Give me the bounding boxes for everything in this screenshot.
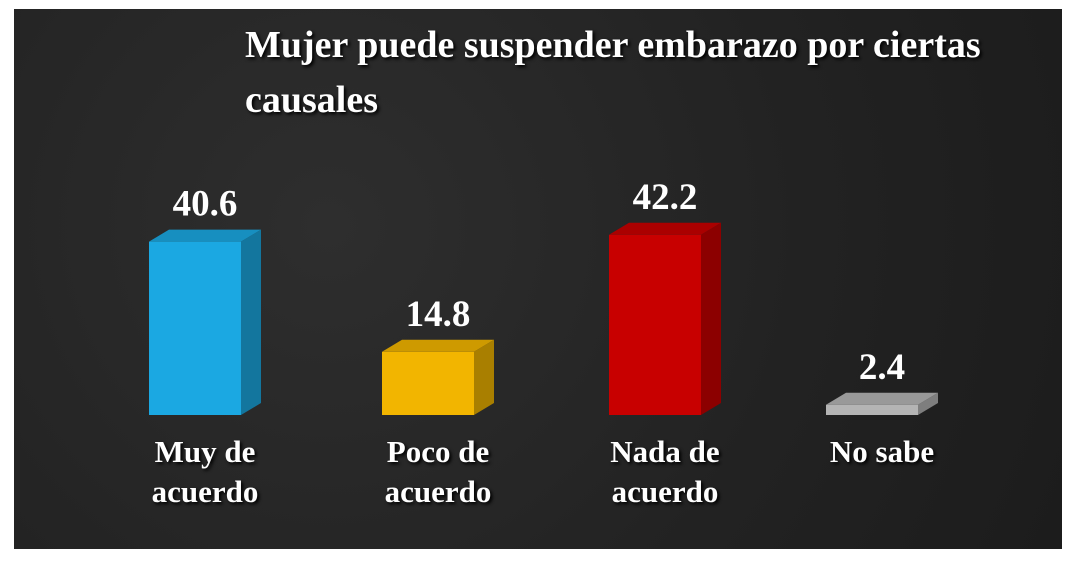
bar xyxy=(609,234,701,415)
value-label: 14.8 xyxy=(406,294,471,335)
category-label: Poco de acuerdo xyxy=(384,434,492,509)
chart-panel xyxy=(14,9,1062,549)
bar-side xyxy=(474,339,494,415)
bar-side xyxy=(918,392,938,415)
value-label: 42.2 xyxy=(633,177,698,218)
value-label: 40.6 xyxy=(173,184,238,225)
bar-top xyxy=(149,229,261,242)
category-label: Nada de acuerdo xyxy=(610,434,720,509)
category-label: Muy de acuerdo xyxy=(151,434,259,509)
value-label: 2.4 xyxy=(859,347,905,388)
bar xyxy=(382,351,474,415)
bar-top xyxy=(609,222,721,235)
bar-side xyxy=(241,229,261,415)
bar-side xyxy=(701,222,721,415)
bar-top xyxy=(826,392,938,405)
bar-top xyxy=(382,339,494,352)
bar xyxy=(149,241,241,415)
category-label: No sabe xyxy=(829,434,935,469)
chart-title: Mujer puede suspender embarazo por ciert… xyxy=(245,24,981,121)
bar xyxy=(826,404,918,415)
